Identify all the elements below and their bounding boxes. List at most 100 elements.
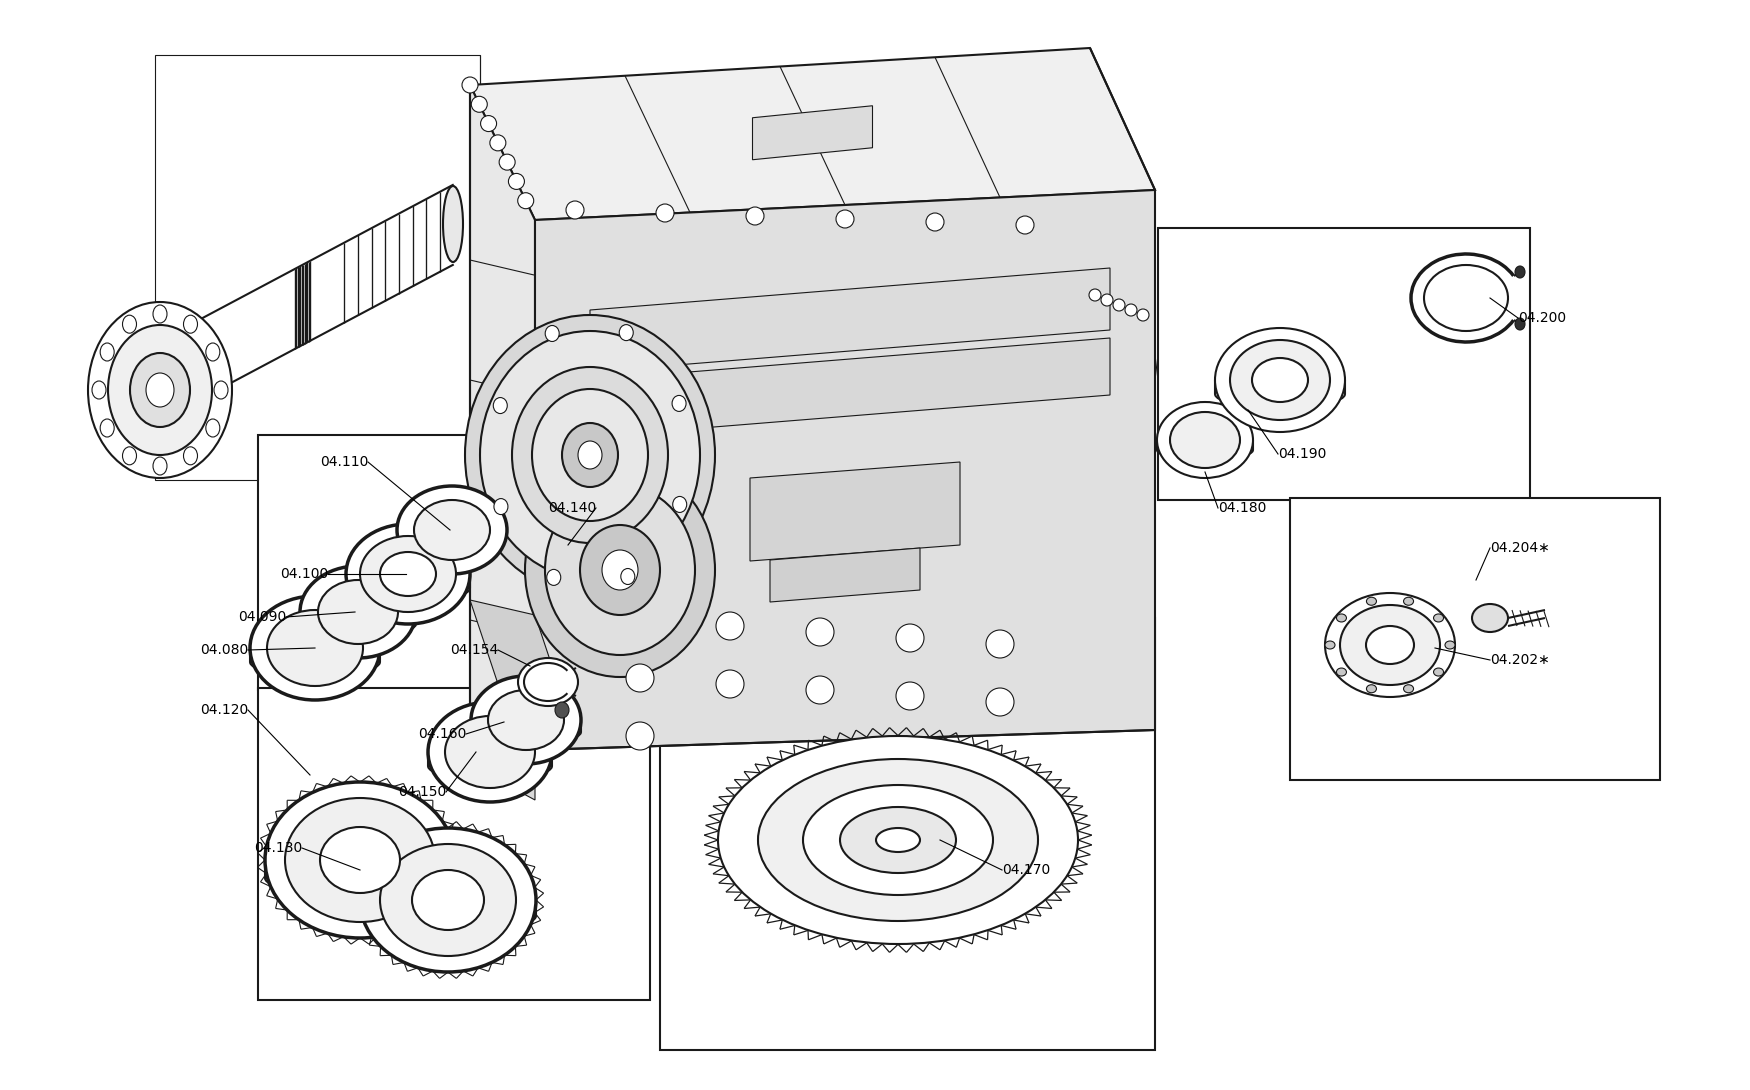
Text: 04.204∗: 04.204∗ — [1489, 541, 1550, 555]
Ellipse shape — [509, 173, 525, 190]
Ellipse shape — [264, 782, 455, 938]
Ellipse shape — [493, 498, 507, 514]
Text: 04.120: 04.120 — [200, 703, 248, 717]
Ellipse shape — [360, 536, 457, 611]
Ellipse shape — [716, 670, 744, 698]
Ellipse shape — [1171, 412, 1241, 468]
Ellipse shape — [544, 485, 695, 655]
Text: 04.150: 04.150 — [397, 785, 446, 799]
Ellipse shape — [250, 596, 380, 700]
Ellipse shape — [320, 827, 401, 893]
Polygon shape — [471, 48, 1155, 220]
Ellipse shape — [1251, 358, 1307, 402]
Text: 04.110: 04.110 — [320, 455, 368, 469]
Ellipse shape — [206, 419, 220, 437]
Ellipse shape — [108, 325, 212, 455]
Ellipse shape — [1337, 668, 1346, 676]
Ellipse shape — [123, 315, 136, 334]
Polygon shape — [257, 688, 649, 1000]
Ellipse shape — [1472, 604, 1508, 632]
Ellipse shape — [206, 343, 220, 361]
Ellipse shape — [565, 201, 584, 219]
Ellipse shape — [380, 552, 436, 596]
Ellipse shape — [896, 682, 924, 710]
Ellipse shape — [807, 676, 835, 704]
Ellipse shape — [578, 441, 602, 469]
Ellipse shape — [471, 676, 581, 764]
Ellipse shape — [1367, 626, 1414, 664]
Ellipse shape — [546, 326, 560, 341]
Ellipse shape — [926, 213, 943, 231]
Ellipse shape — [1367, 597, 1377, 605]
Ellipse shape — [360, 828, 536, 972]
Text: 04.180: 04.180 — [1218, 501, 1267, 514]
Text: 04.140: 04.140 — [548, 501, 597, 514]
Ellipse shape — [518, 193, 534, 208]
Ellipse shape — [123, 447, 136, 464]
Ellipse shape — [285, 798, 436, 922]
Ellipse shape — [803, 785, 992, 895]
Ellipse shape — [488, 690, 564, 750]
Ellipse shape — [466, 315, 716, 595]
Ellipse shape — [626, 722, 654, 750]
Ellipse shape — [602, 550, 639, 590]
Ellipse shape — [1113, 299, 1125, 311]
Ellipse shape — [877, 828, 920, 852]
Ellipse shape — [1017, 216, 1034, 234]
Ellipse shape — [672, 496, 686, 512]
Ellipse shape — [718, 736, 1078, 944]
Ellipse shape — [525, 463, 716, 677]
Ellipse shape — [499, 154, 514, 170]
Ellipse shape — [1516, 318, 1524, 330]
Ellipse shape — [299, 566, 416, 658]
Polygon shape — [471, 85, 536, 750]
Polygon shape — [471, 600, 570, 720]
Ellipse shape — [152, 305, 166, 323]
Ellipse shape — [1516, 266, 1524, 278]
Ellipse shape — [1214, 328, 1346, 432]
Ellipse shape — [621, 569, 635, 584]
Ellipse shape — [443, 186, 464, 262]
Ellipse shape — [100, 419, 114, 437]
Text: 04.200: 04.200 — [1517, 311, 1566, 325]
Ellipse shape — [415, 500, 490, 560]
Ellipse shape — [656, 204, 674, 222]
Polygon shape — [660, 618, 1155, 1050]
Ellipse shape — [145, 373, 173, 407]
Ellipse shape — [444, 716, 536, 788]
Ellipse shape — [532, 389, 648, 521]
Ellipse shape — [184, 315, 198, 334]
Ellipse shape — [100, 343, 114, 361]
Ellipse shape — [626, 606, 654, 634]
Ellipse shape — [513, 367, 668, 543]
Ellipse shape — [318, 580, 397, 644]
Text: 04.154: 04.154 — [450, 643, 499, 657]
Polygon shape — [590, 338, 1110, 437]
Ellipse shape — [380, 844, 516, 956]
Ellipse shape — [214, 382, 228, 399]
Ellipse shape — [411, 870, 485, 930]
Ellipse shape — [807, 618, 835, 646]
Ellipse shape — [1433, 668, 1444, 676]
Ellipse shape — [1404, 597, 1414, 605]
Text: 04.100: 04.100 — [280, 567, 327, 581]
Ellipse shape — [546, 569, 560, 585]
Ellipse shape — [1101, 294, 1113, 306]
Ellipse shape — [93, 382, 107, 399]
Ellipse shape — [481, 116, 497, 132]
Ellipse shape — [88, 302, 233, 479]
Polygon shape — [257, 435, 520, 690]
Ellipse shape — [130, 353, 191, 427]
Ellipse shape — [480, 331, 700, 579]
Ellipse shape — [1446, 641, 1454, 649]
Ellipse shape — [555, 702, 569, 718]
Ellipse shape — [1157, 402, 1253, 479]
Text: 04.160: 04.160 — [418, 727, 466, 741]
Ellipse shape — [184, 447, 198, 464]
Ellipse shape — [1125, 304, 1138, 316]
Ellipse shape — [152, 457, 166, 475]
Polygon shape — [471, 715, 536, 800]
Polygon shape — [1290, 498, 1661, 780]
Ellipse shape — [758, 759, 1038, 921]
Ellipse shape — [1340, 605, 1440, 685]
